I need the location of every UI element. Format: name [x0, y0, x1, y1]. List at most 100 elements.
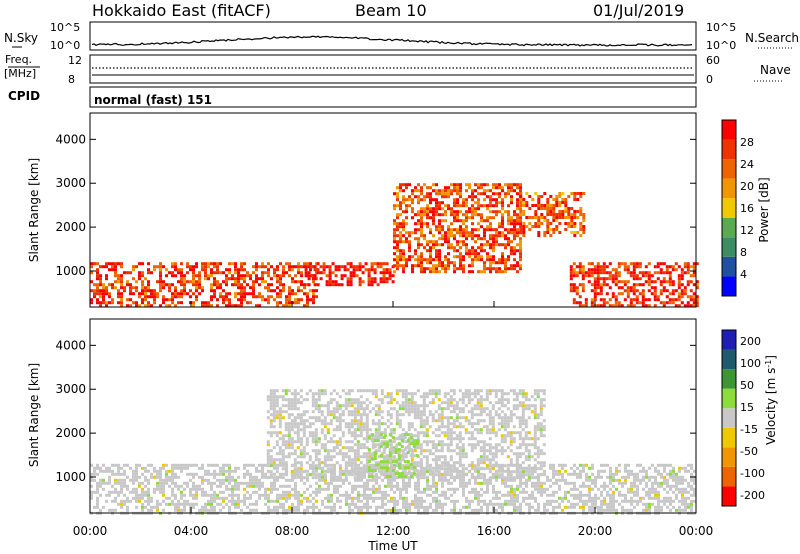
data-cell [189, 490, 192, 494]
data-cell [395, 464, 399, 468]
data-cell [564, 496, 567, 500]
data-cell [459, 192, 462, 196]
data-cell [359, 443, 363, 447]
data-cell [296, 416, 300, 420]
data-cell [464, 416, 468, 420]
data-cell [504, 493, 507, 497]
data-cell [363, 490, 366, 494]
data-cell [327, 487, 330, 491]
data-cell [510, 222, 513, 226]
data-cell [381, 496, 384, 500]
data-cell [458, 398, 462, 402]
data-cell [534, 484, 537, 488]
data-cell [438, 249, 441, 253]
data-cell [279, 274, 282, 278]
data-cell [416, 410, 420, 414]
data-cell [546, 475, 549, 479]
data-cell [243, 487, 246, 491]
cpid-panel: CPID normal (fast) 151 [8, 86, 697, 108]
data-cell [450, 508, 453, 512]
data-cell [465, 252, 468, 256]
data-cell [665, 295, 669, 299]
data-cell [401, 470, 405, 474]
data-cell [393, 228, 396, 232]
data-cell [201, 265, 204, 269]
data-cell [653, 271, 657, 275]
data-cell [534, 225, 538, 228]
data-cell [614, 277, 618, 281]
data-cell [681, 481, 684, 485]
data-cell [117, 502, 120, 506]
data-cell [348, 502, 351, 506]
data-cell [395, 437, 399, 441]
data-cell [135, 505, 138, 509]
data-cell [315, 295, 318, 299]
data-cell [437, 470, 441, 474]
data-cell [647, 280, 651, 284]
data-cell [489, 225, 492, 229]
data-cell [569, 277, 573, 281]
data-cell [492, 204, 495, 208]
data-cell [513, 183, 516, 187]
data-cell [356, 446, 360, 450]
data-cell [347, 404, 351, 408]
data-cell [309, 493, 312, 497]
data-cell [183, 274, 186, 278]
data-cell [117, 478, 120, 482]
data-cell [462, 198, 465, 202]
data-cell [159, 304, 162, 308]
data-cell [434, 455, 438, 459]
data-cell [307, 277, 311, 281]
data-cell [471, 204, 474, 208]
data-cell [114, 478, 117, 482]
data-cell [636, 472, 639, 476]
data-cell [383, 455, 387, 459]
data-cell [432, 478, 435, 482]
data-cell [396, 228, 399, 232]
data-cell [299, 395, 303, 399]
data-cell [422, 470, 426, 474]
data-cell [650, 292, 654, 296]
data-cell [546, 204, 550, 207]
data-cell [558, 192, 562, 195]
data-cell [426, 195, 429, 199]
data-cell [407, 428, 411, 432]
data-cell [626, 286, 630, 290]
data-cell [398, 419, 402, 423]
data-cell [96, 271, 99, 275]
data-cell [686, 280, 690, 284]
data-cell [516, 487, 519, 491]
data-cell [426, 258, 429, 262]
data-cell [585, 499, 588, 503]
data-cell [269, 401, 273, 405]
data-cell [389, 413, 393, 417]
data-cell [352, 268, 356, 272]
data-cell [531, 481, 534, 485]
data-cell [522, 487, 525, 491]
data-cell [516, 270, 519, 274]
data-cell [275, 443, 279, 447]
data-cell [690, 484, 693, 488]
data-cell [501, 502, 504, 506]
data-cell [252, 478, 255, 482]
data-cell [228, 277, 231, 281]
data-cell [618, 478, 621, 482]
data-cell [453, 234, 456, 238]
data-cell [303, 286, 306, 290]
data-cell [417, 183, 420, 187]
data-cell [347, 440, 351, 444]
data-cell [341, 458, 345, 462]
data-cell [555, 195, 559, 198]
data-cell [552, 499, 555, 503]
data-cell [498, 222, 501, 226]
data-cell [216, 283, 219, 287]
data-cell [357, 496, 360, 500]
data-cell [504, 195, 507, 199]
data-cell [413, 416, 417, 420]
data-cell [390, 508, 393, 512]
data-cell [204, 304, 207, 308]
data-cell [447, 246, 450, 250]
data-cell [266, 440, 270, 444]
data-cell [558, 201, 562, 204]
data-cell [249, 286, 252, 290]
